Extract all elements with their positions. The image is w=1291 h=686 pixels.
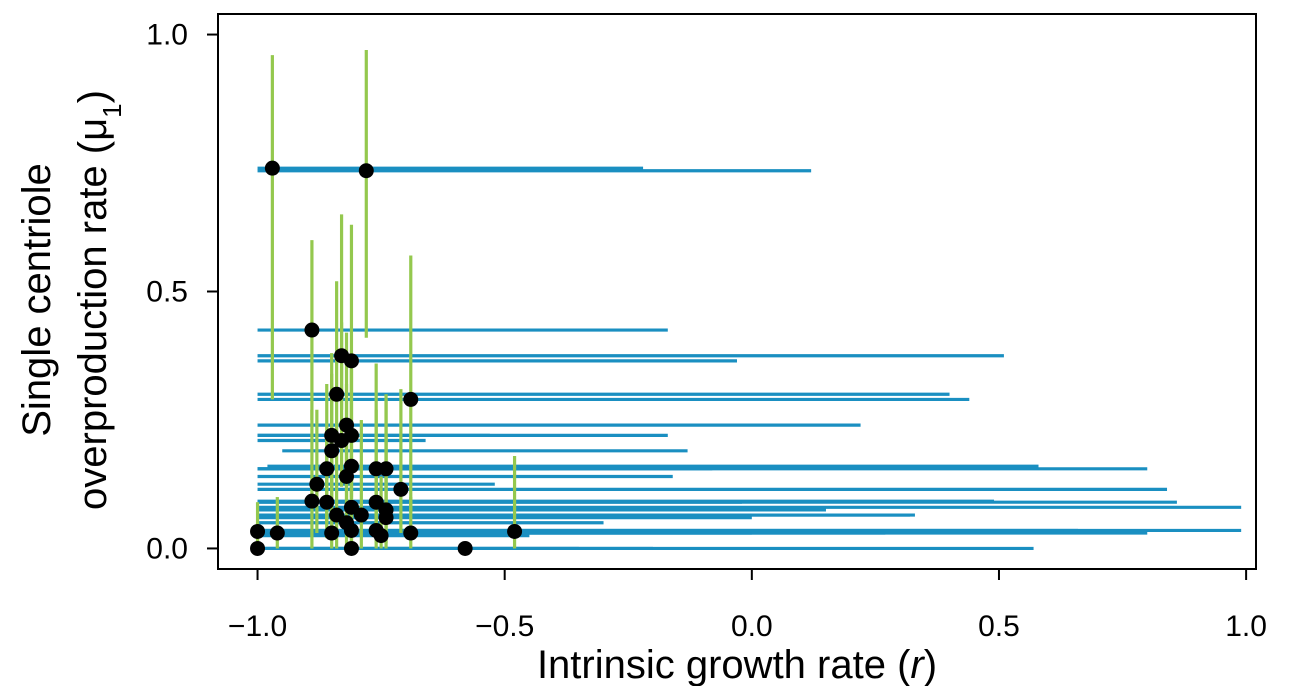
- axis-layer: −1.0 −0.5 0.0 0.5 1.0 0.0 0.5 1.0: [146, 19, 1267, 643]
- data-point-0: [264, 160, 280, 176]
- data-point-20: [319, 494, 335, 510]
- data-point-28: [343, 522, 359, 538]
- data-point-25: [353, 507, 369, 523]
- x-interval-layer: [257, 166, 1242, 551]
- data-point-12: [319, 461, 335, 477]
- y-axis-title-line2: overproduction rate (μ1): [71, 90, 127, 510]
- data-point-26: [378, 510, 394, 526]
- data-point-31: [269, 525, 285, 541]
- data-point-4: [343, 353, 359, 369]
- data-point-35: [373, 528, 389, 544]
- x-tick-label-2: 0.0: [731, 610, 773, 643]
- y-tick-label-1: 0.5: [146, 276, 188, 309]
- y-tick-label-0: 0.0: [146, 532, 188, 565]
- x-tick-label-0: −1.0: [228, 610, 287, 643]
- data-point-6: [403, 391, 419, 407]
- data-point-18: [393, 481, 409, 497]
- data-point-38: [457, 540, 473, 556]
- data-point-10: [334, 433, 350, 449]
- point-layer: [250, 160, 523, 556]
- data-point-5: [329, 386, 345, 402]
- y-axis-title-line1: Single centriole: [15, 163, 59, 437]
- data-point-36: [250, 540, 266, 556]
- x-axis-title: Intrinsic growth rate (r): [537, 643, 937, 686]
- x-tick-label-3: 0.5: [978, 610, 1020, 643]
- data-point-30: [250, 523, 266, 539]
- data-point-33: [403, 525, 419, 541]
- data-point-37: [343, 540, 359, 556]
- data-point-34: [507, 523, 523, 539]
- data-point-16: [339, 469, 355, 484]
- data-point-32: [324, 525, 340, 541]
- y-tick-label-2: 1.0: [146, 19, 188, 52]
- data-point-11: [324, 443, 340, 459]
- x-tick-label-4: 1.0: [1225, 610, 1267, 643]
- x-tick-label-1: −0.5: [475, 610, 534, 643]
- data-point-15: [378, 461, 394, 477]
- data-point-2: [304, 322, 320, 338]
- data-point-1: [358, 163, 374, 179]
- data-point-19: [304, 493, 320, 509]
- data-point-17: [309, 476, 325, 492]
